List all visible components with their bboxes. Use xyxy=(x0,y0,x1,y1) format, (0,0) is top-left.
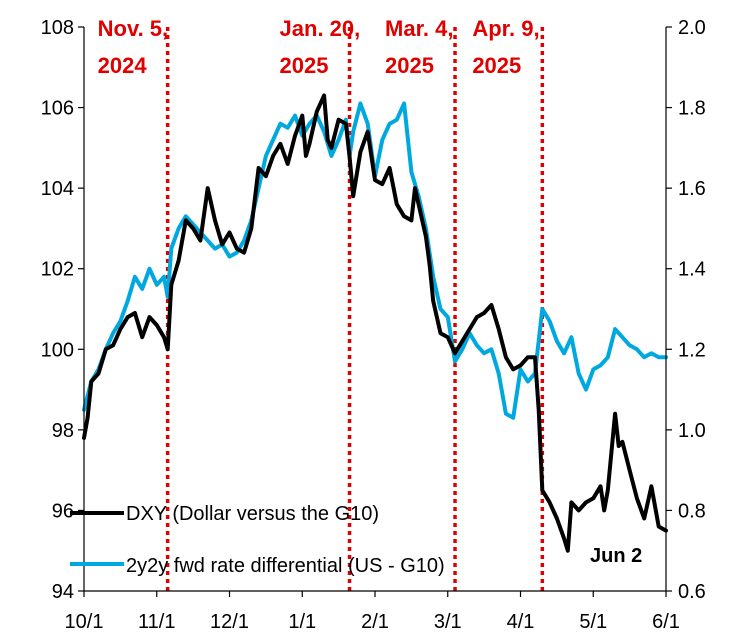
left-tick-label: 94 xyxy=(52,581,74,603)
x-tick-label: 5/1 xyxy=(579,611,607,633)
x-tick-label: 3/1 xyxy=(434,611,462,633)
event-label-line2: 2025 xyxy=(472,53,521,78)
event-label-line2: 2025 xyxy=(280,53,329,78)
series-layer xyxy=(82,93,668,553)
right-tick-label: 1.8 xyxy=(678,98,706,120)
x-tick-label: 6/1 xyxy=(652,611,680,633)
x-tick-label: 1/1 xyxy=(288,611,316,633)
legend-label-rate: 2y2y fwd rate differential (US - G10) xyxy=(126,555,445,577)
event-label-line1: Jan. 20, xyxy=(280,16,361,41)
left-tick-label: 106 xyxy=(41,98,74,120)
x-tick-label: 10/1 xyxy=(65,611,104,633)
event-label-line1: Nov. 5, xyxy=(98,16,169,41)
left-tick-label: 98 xyxy=(52,420,74,442)
event-label-line1: Apr. 9, xyxy=(472,16,539,41)
left-axis-ticks: 94 96 98 100 102 104 106 108 xyxy=(41,17,84,603)
rate-differential-series-line xyxy=(82,101,668,420)
right-tick-label: 2.0 xyxy=(678,17,706,39)
right-tick-label: 1.0 xyxy=(678,420,706,442)
end-date-annotation: Jun 2 xyxy=(590,545,642,567)
right-tick-label: 0.8 xyxy=(678,500,706,522)
x-tick-label: 4/1 xyxy=(507,611,535,633)
left-tick-label: 96 xyxy=(52,500,74,522)
left-tick-label: 104 xyxy=(41,178,74,200)
x-tick-label: 2/1 xyxy=(361,611,389,633)
right-tick-label: 0.6 xyxy=(678,581,706,603)
event-label-line2: 2025 xyxy=(385,53,434,78)
x-tick-label: 11/1 xyxy=(138,611,175,633)
right-tick-label: 1.4 xyxy=(678,259,706,281)
event-label-line2: 2024 xyxy=(98,53,148,78)
right-axis-ticks: 0.6 0.8 1.0 1.2 1.4 1.6 1.8 2.0 xyxy=(666,17,706,603)
legend-label-dxy: DXY (Dollar versus the G10) xyxy=(126,503,379,525)
legend: DXY (Dollar versus the G10) 2y2y fwd rat… xyxy=(70,503,445,577)
event-labels: Nov. 5, 2024 Jan. 20, 2025 Mar. 4, 2025 Apr. 9… xyxy=(98,16,540,78)
dxy-series-line xyxy=(82,93,668,553)
left-tick-label: 108 xyxy=(41,17,74,39)
left-tick-label: 100 xyxy=(41,339,74,361)
x-tick-label: 12/1 xyxy=(210,611,249,633)
x-axis-ticks: 10/1 11/1 12/1 1/1 2/1 3/1 4/1 5/1 6/1 xyxy=(65,591,680,633)
right-tick-label: 1.6 xyxy=(678,178,706,200)
left-tick-label: 102 xyxy=(41,259,74,281)
event-label-line1: Mar. 4, xyxy=(385,16,453,41)
right-tick-label: 1.2 xyxy=(678,339,706,361)
